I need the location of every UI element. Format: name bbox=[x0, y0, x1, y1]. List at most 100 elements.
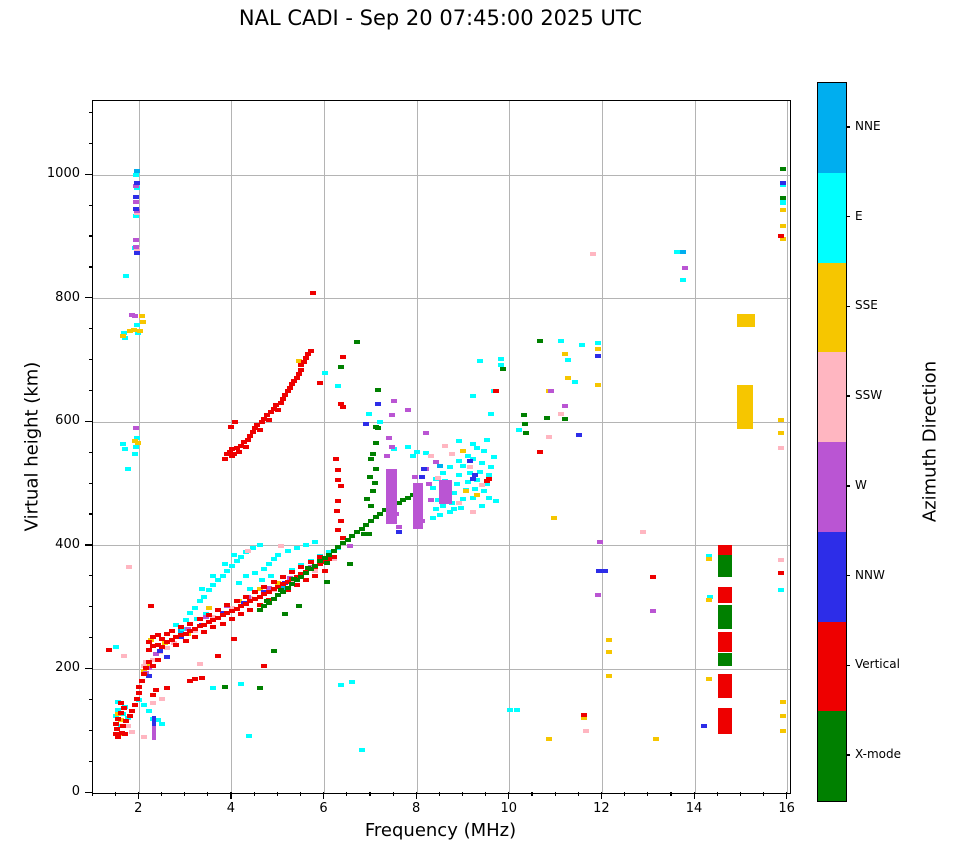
echo-point-vertical bbox=[334, 478, 341, 483]
echo-point-nnw bbox=[133, 206, 140, 211]
echo-point-e bbox=[451, 491, 458, 496]
echo-point-e bbox=[458, 505, 465, 510]
echo-point-x-mode bbox=[372, 467, 379, 472]
echo-point-e bbox=[221, 562, 228, 567]
echo-point-e bbox=[122, 336, 129, 341]
echo-point-ssw bbox=[455, 500, 462, 505]
echo-block-w bbox=[152, 726, 157, 740]
x-tick bbox=[184, 792, 186, 796]
echo-point-e bbox=[481, 489, 488, 494]
echo-point-e bbox=[469, 441, 476, 446]
echo-point-x-mode bbox=[363, 522, 370, 527]
echo-point-e bbox=[455, 472, 462, 477]
x-tick bbox=[346, 792, 348, 796]
echo-point-e bbox=[259, 577, 266, 582]
echo-point-vertical bbox=[337, 401, 344, 406]
echo-point-x-mode bbox=[365, 531, 372, 536]
echo-point-sse bbox=[131, 438, 138, 443]
echo-point-vertical bbox=[147, 603, 154, 608]
echo-point-vertical bbox=[145, 647, 152, 652]
echo-point-e bbox=[460, 496, 467, 501]
echo-point-vertical bbox=[270, 579, 277, 584]
x-tick bbox=[600, 792, 603, 799]
y-tick bbox=[88, 235, 92, 237]
echo-point-ssw bbox=[210, 614, 217, 619]
grid-line-x bbox=[601, 101, 603, 793]
echo-point-x-mode bbox=[358, 526, 365, 531]
x-tick bbox=[230, 792, 232, 799]
y-tick-label: 800 bbox=[55, 289, 80, 305]
echo-point-e bbox=[488, 464, 495, 469]
echo-point-vertical bbox=[226, 449, 233, 454]
colorbar-tick bbox=[846, 126, 850, 128]
echo-point-vertical bbox=[150, 643, 157, 648]
echo-point-ssw bbox=[133, 247, 140, 252]
echo-point-x-mode bbox=[340, 541, 347, 546]
echo-point-x-mode bbox=[275, 593, 282, 598]
echo-point-x-mode bbox=[381, 508, 388, 513]
echo-point-nnw bbox=[469, 476, 476, 481]
echo-point-ssw bbox=[125, 564, 132, 569]
echo-point-x-mode bbox=[543, 415, 550, 420]
echo-point-e bbox=[187, 610, 194, 615]
echo-point-sse bbox=[460, 449, 467, 454]
echo-point-w bbox=[597, 539, 604, 544]
echo-point-e bbox=[196, 599, 203, 604]
colorbar-label-nnw: NNW bbox=[855, 567, 885, 582]
echo-point-x-mode bbox=[372, 424, 379, 429]
echo-point-vertical bbox=[238, 604, 245, 609]
echo-point-vertical bbox=[182, 631, 189, 636]
echo-point-e bbox=[557, 339, 564, 344]
echo-point-e bbox=[430, 516, 437, 521]
echo-point-sse bbox=[546, 736, 553, 741]
echo-point-ssw bbox=[191, 629, 198, 634]
echo-point-vertical bbox=[247, 608, 254, 613]
echo-point-sse bbox=[652, 736, 659, 741]
echo-point-sse bbox=[606, 637, 613, 642]
echo-point-sse bbox=[594, 347, 601, 352]
echo-point-sse bbox=[780, 714, 787, 719]
echo-point-x-mode bbox=[404, 495, 411, 500]
echo-point-e bbox=[321, 371, 328, 376]
echo-point-w bbox=[562, 404, 569, 409]
echo-point-nne bbox=[437, 463, 444, 468]
echo-point-nnw bbox=[596, 569, 603, 574]
echo-point-nnw bbox=[421, 466, 428, 471]
echo-point-sse bbox=[138, 314, 145, 318]
echo-point-x-mode bbox=[499, 367, 506, 372]
echo-point-vertical bbox=[120, 724, 127, 729]
grid-line-y bbox=[93, 298, 790, 300]
chart-title: NAL CADI - Sep 20 07:45:00 2025 UTC bbox=[238, 6, 643, 30]
x-tick-label: 10 bbox=[500, 801, 518, 816]
y-tick bbox=[88, 111, 92, 114]
grid-line-x bbox=[324, 101, 326, 793]
echo-point-vertical bbox=[143, 666, 150, 671]
echo-point-sse bbox=[606, 650, 613, 655]
grid-line-x bbox=[694, 101, 696, 793]
echo-point-vertical bbox=[337, 518, 344, 523]
y-tick bbox=[88, 451, 92, 453]
echo-point-sse bbox=[550, 516, 557, 521]
echo-point-sse bbox=[140, 320, 147, 325]
echo-point-nnw bbox=[701, 724, 708, 729]
echo-point-sse bbox=[134, 441, 141, 446]
echo-point-sse bbox=[256, 587, 263, 592]
echo-point-e bbox=[469, 495, 476, 500]
echo-point-vertical bbox=[777, 234, 784, 239]
echo-point-vertical bbox=[286, 385, 293, 390]
y-tick-label: 1000 bbox=[46, 166, 80, 182]
echo-point-nnw bbox=[157, 648, 164, 653]
echo-point-x-mode bbox=[366, 474, 373, 479]
echo-point-e bbox=[516, 428, 523, 433]
echo-point-vertical bbox=[115, 716, 122, 721]
echo-point-e bbox=[205, 588, 212, 593]
y-axis-label: Virtual height (km) bbox=[21, 361, 43, 532]
echo-point-e bbox=[215, 577, 222, 582]
echo-point-vertical bbox=[340, 355, 347, 360]
echo-point-sse bbox=[119, 333, 126, 338]
echo-point-w bbox=[548, 389, 555, 394]
echo-point-x-mode bbox=[372, 515, 379, 520]
echo-point-ssw bbox=[469, 509, 476, 514]
echo-point-e bbox=[476, 358, 483, 363]
y-tick bbox=[85, 544, 92, 546]
